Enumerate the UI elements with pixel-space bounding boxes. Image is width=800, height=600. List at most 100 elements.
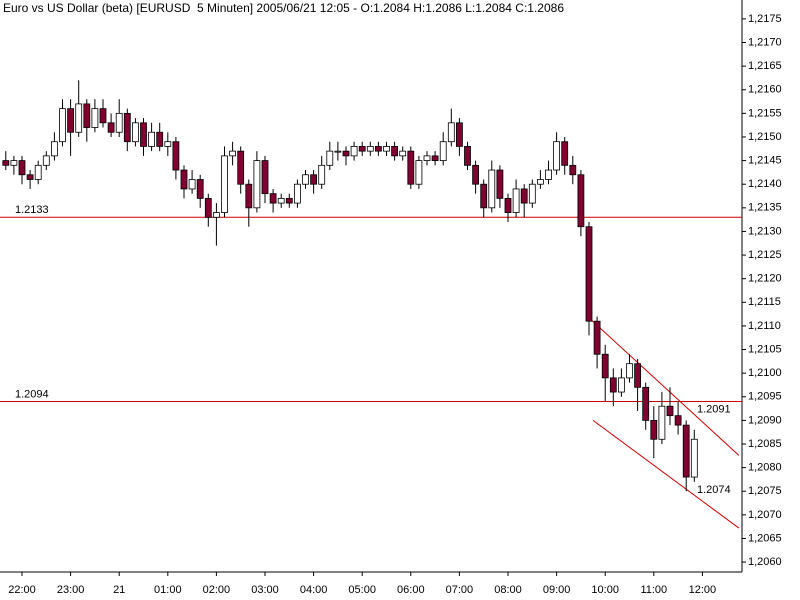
level-label: 1.2133 xyxy=(15,204,49,216)
y-tick-label: 1,2100 xyxy=(748,367,782,379)
candle-body xyxy=(237,150,245,185)
y-tick-label: 1,2085 xyxy=(748,438,782,450)
candle-body xyxy=(504,197,512,213)
candle-body xyxy=(407,150,415,185)
candle-body xyxy=(383,146,390,152)
y-tick-label: 1,2160 xyxy=(748,84,782,96)
candle-body xyxy=(553,141,560,171)
x-tick-label: 08:00 xyxy=(494,584,522,596)
candle-body xyxy=(245,183,253,209)
y-tick-label: 1,2060 xyxy=(748,556,782,568)
candle-body xyxy=(609,377,617,393)
candle-body xyxy=(293,183,301,204)
y-tick-label: 1,2110 xyxy=(748,320,781,332)
candle-body xyxy=(650,419,658,440)
candle-body xyxy=(431,155,439,161)
x-tick-label: 11:00 xyxy=(640,584,667,596)
y-tick-label: 1,2170 xyxy=(748,36,782,48)
candle-body xyxy=(334,150,342,153)
candle-body xyxy=(164,141,172,147)
x-tick-label: 21 xyxy=(113,584,125,596)
x-tick-label: 23:00 xyxy=(57,584,85,596)
channel-line xyxy=(588,317,740,456)
y-tick-label: 1,2095 xyxy=(748,391,782,403)
candle-body xyxy=(577,174,585,228)
candle-body xyxy=(180,169,188,190)
candle-body xyxy=(342,150,350,157)
candle-body xyxy=(682,424,690,478)
y-tick-label: 1,2140 xyxy=(748,178,782,190)
candle-body xyxy=(618,377,625,393)
y-tick-label: 1,2120 xyxy=(748,273,782,285)
candle-body xyxy=(642,386,650,421)
y-tick-label: 1,2105 xyxy=(748,343,782,355)
candle-body xyxy=(658,405,666,440)
y-tick-label: 1,2145 xyxy=(748,155,782,167)
x-tick-label: 02:00 xyxy=(203,584,231,596)
candle-body xyxy=(488,169,496,209)
candle-body xyxy=(302,174,309,185)
candle-body xyxy=(528,183,536,204)
candle-body xyxy=(91,108,99,128)
candle-body xyxy=(10,160,18,166)
candle-body xyxy=(99,108,107,124)
candle-body xyxy=(326,150,334,166)
candle-body xyxy=(391,146,399,157)
y-tick-label: 1,2135 xyxy=(748,202,782,214)
candle-body xyxy=(666,405,674,417)
candle-body xyxy=(277,197,285,204)
level-label: 1.2094 xyxy=(15,388,49,400)
y-tick-label: 1,2075 xyxy=(748,485,782,497)
x-tick-label: 07:00 xyxy=(446,584,474,596)
candle-body xyxy=(269,193,277,204)
x-tick-label: 05:00 xyxy=(348,584,376,596)
candle-body xyxy=(75,103,83,133)
candle-body xyxy=(212,212,220,218)
x-tick-label: 12:00 xyxy=(689,584,717,596)
y-tick-label: 1,2080 xyxy=(748,462,782,474)
candle-body xyxy=(204,197,212,218)
candle-body xyxy=(123,112,131,143)
candle-body xyxy=(196,179,204,199)
candle-body xyxy=(83,103,91,128)
x-tick-label: 01:00 xyxy=(154,584,182,596)
candle-body xyxy=(188,179,196,190)
candle-body xyxy=(59,108,66,143)
candle-body xyxy=(447,122,455,143)
candle-body xyxy=(537,179,544,185)
candle-body xyxy=(156,131,164,147)
candle-body xyxy=(221,155,228,213)
candle-body xyxy=(42,155,50,166)
candle-body xyxy=(253,160,261,209)
y-tick-label: 1,2090 xyxy=(748,414,782,426)
chart-title: Euro vs US Dollar (beta) [EURUSD 5 Minut… xyxy=(3,1,564,15)
candle-body xyxy=(690,438,698,478)
candle-body xyxy=(399,150,407,157)
candle-body xyxy=(545,169,552,180)
candle-body xyxy=(634,363,641,388)
candle-body xyxy=(415,160,423,185)
y-tick-label: 1,2115 xyxy=(748,296,781,308)
candle-body xyxy=(569,164,577,176)
channel-line xyxy=(592,419,740,529)
y-tick-label: 1,2155 xyxy=(748,107,782,119)
candle-body xyxy=(115,112,123,133)
candle-body xyxy=(107,122,115,133)
candle-body xyxy=(350,146,358,157)
x-tick-label: 22:00 xyxy=(8,584,36,596)
y-tick-label: 1,2175 xyxy=(748,13,782,25)
candle-body xyxy=(520,188,528,204)
candle-body xyxy=(439,141,447,161)
channel-label: 1.2074 xyxy=(697,484,731,496)
candle-body xyxy=(512,188,520,213)
candle-body xyxy=(26,174,34,180)
candle-body xyxy=(674,415,682,426)
y-tick-label: 1,2125 xyxy=(748,249,782,261)
x-tick-label: 06:00 xyxy=(397,584,425,596)
candle-body xyxy=(423,155,431,161)
candle-body xyxy=(464,146,471,166)
x-tick-label: 03:00 xyxy=(251,584,279,596)
